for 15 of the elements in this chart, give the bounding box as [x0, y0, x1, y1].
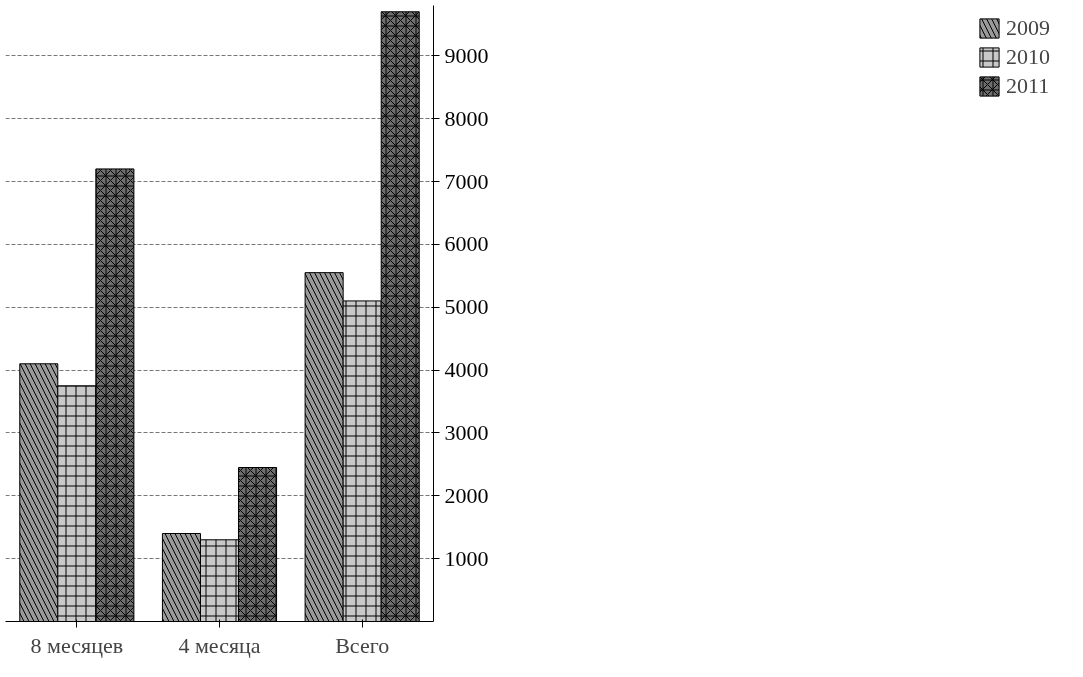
y-tick-label: 4000	[444, 357, 489, 383]
y-tick-label: 7000	[444, 168, 489, 194]
legend-label: 2010	[1006, 44, 1050, 70]
y-tick-label: 8000	[444, 105, 489, 131]
legend-label: 2011	[1006, 73, 1050, 99]
x-tick-label: 4 месяца	[178, 632, 261, 658]
y-tick-label: 5000	[444, 294, 489, 320]
x-tick-label: 8 месяцев	[30, 632, 124, 658]
y-tick-label: 1000	[444, 545, 489, 571]
legend-label: 2009	[1006, 15, 1050, 41]
y-tick-label: 2000	[444, 482, 489, 508]
x-tick-label: Всего	[335, 632, 390, 658]
y-tick-label: 3000	[444, 419, 489, 445]
y-tick-label: 9000	[444, 42, 489, 68]
y-tick-label: 6000	[444, 231, 489, 257]
